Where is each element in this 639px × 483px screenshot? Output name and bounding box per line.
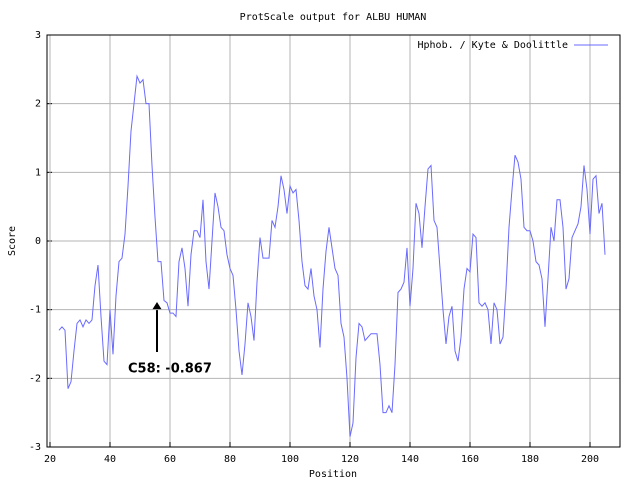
x-tick-label: 40 bbox=[104, 454, 116, 465]
x-tick-label: 160 bbox=[461, 454, 479, 465]
x-tick-label: 180 bbox=[521, 454, 539, 465]
plot-frame bbox=[46, 34, 621, 448]
data-line bbox=[58, 74, 606, 437]
x-tick-label: 140 bbox=[401, 454, 419, 465]
y-axis-label: Score bbox=[7, 226, 18, 256]
x-tick-label: 100 bbox=[281, 454, 299, 465]
x-tick-label: 20 bbox=[44, 454, 56, 465]
y-tick-label: -3 bbox=[29, 442, 41, 453]
y-tick-label: -2 bbox=[29, 373, 41, 384]
legend-label: Hphob. / Kyte & Doolittle bbox=[417, 40, 568, 51]
arrow-head bbox=[152, 302, 162, 310]
y-tick-label: 0 bbox=[35, 236, 41, 247]
chart-title: ProtScale output for ALBU HUMAN bbox=[240, 12, 427, 23]
x-tick-label: 60 bbox=[164, 454, 176, 465]
y-tick-label: -1 bbox=[29, 305, 41, 316]
x-axis-label: Position bbox=[309, 469, 357, 480]
x-tick-label: 120 bbox=[341, 454, 359, 465]
x-tick-label: 200 bbox=[581, 454, 599, 465]
x-tick-label: 80 bbox=[224, 454, 236, 465]
y-tick-label: 1 bbox=[35, 167, 41, 178]
y-tick-label: 3 bbox=[35, 30, 41, 41]
y-tick-label: 2 bbox=[35, 99, 41, 110]
